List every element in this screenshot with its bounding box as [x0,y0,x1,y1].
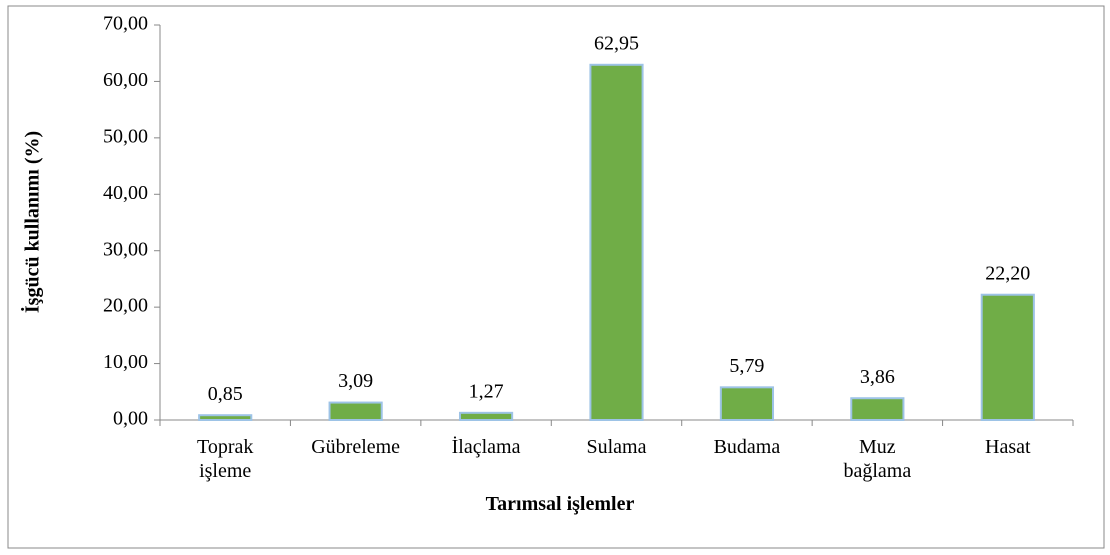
y-tick-label: 60,00 [103,69,148,91]
bar [589,63,644,422]
value-label: 5,79 [729,355,764,377]
bar [458,411,514,421]
x-tick-label: Sulama [586,436,647,458]
bar [850,397,905,421]
y-tick-label: 20,00 [103,295,148,317]
y-tick-label: 10,00 [103,351,148,373]
y-axis-title: İşgücü kullanımı (%) [20,131,44,313]
value-label: 3,09 [338,370,373,392]
value-label: 62,95 [594,32,639,54]
x-tick-label: İlaçlama [451,436,521,458]
value-label: 22,20 [985,262,1030,284]
bar [328,401,383,421]
x-tick-label: Hasat [985,436,1031,458]
value-label: 1,27 [469,380,504,402]
value-label: 3,86 [860,366,895,388]
bar [719,386,775,421]
x-tick-label: Toprak işleme [197,436,254,482]
bar [198,414,253,422]
x-tick-label: Gübreleme [311,436,401,458]
y-tick-label: 70,00 [103,13,148,35]
y-tick-label: 0,00 [113,408,148,430]
x-tick-label: Budama [713,436,781,458]
chart-frame [7,5,1105,549]
y-tick-label: 50,00 [103,125,148,147]
y-tick-label: 40,00 [103,182,148,204]
x-tick-label: Muz bağlama [843,436,912,482]
x-axis-title: Tarımsal işlemler [485,493,635,515]
value-label: 0,85 [208,383,243,405]
y-tick-label: 30,00 [103,238,148,260]
bar [980,293,1035,422]
